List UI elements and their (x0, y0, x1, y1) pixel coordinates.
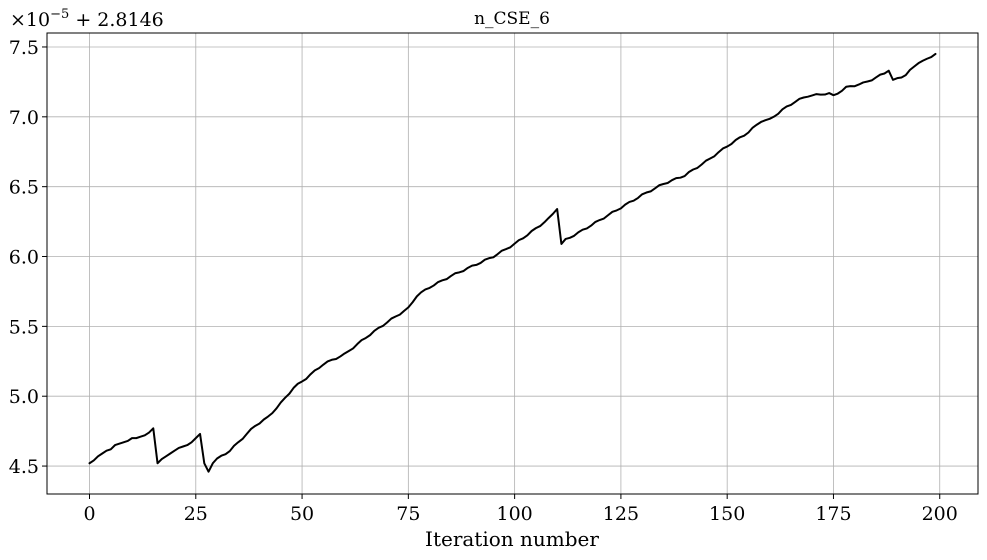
x-tick-label: 0 (83, 503, 95, 525)
y-tick-label: 7.0 (9, 107, 39, 129)
y-tick-label: 4.5 (9, 456, 39, 478)
offset-exponent: −5 (50, 7, 69, 22)
y-tick-label: 5.0 (9, 386, 39, 408)
x-tick-label: 25 (184, 503, 208, 525)
x-tick-label: 50 (290, 503, 314, 525)
x-tick-label: 150 (709, 503, 745, 525)
y-tick-label: 6.5 (9, 177, 39, 199)
x-tick-label: 125 (603, 503, 639, 525)
grid (47, 33, 978, 494)
x-tick-label: 75 (396, 503, 420, 525)
chart-title: n_CSE_6 (474, 9, 550, 29)
y-tick-label: 5.5 (9, 316, 39, 338)
ticks: 0 25 50 75 100 125 150 175 200 4.5 5.0 5.5 6.0 6.5 7.0… (9, 37, 958, 525)
x-tick-label: 200 (922, 503, 958, 525)
offset-mantissa: ×10 (10, 9, 50, 31)
y-tick-label: 6.0 (9, 247, 39, 269)
offset-suffix: + 2.8146 (69, 9, 163, 31)
x-tick-label: 100 (496, 503, 532, 525)
x-axis-label: Iteration number (425, 527, 599, 551)
x-tick-label: 175 (815, 503, 851, 525)
y-tick-label: 7.5 (9, 37, 39, 59)
plot-frame (46, 32, 979, 495)
axis-offset-text: ×10−5 + 2.8146 (10, 7, 164, 31)
series-layer (88, 52, 937, 473)
series-line (88, 52, 937, 473)
